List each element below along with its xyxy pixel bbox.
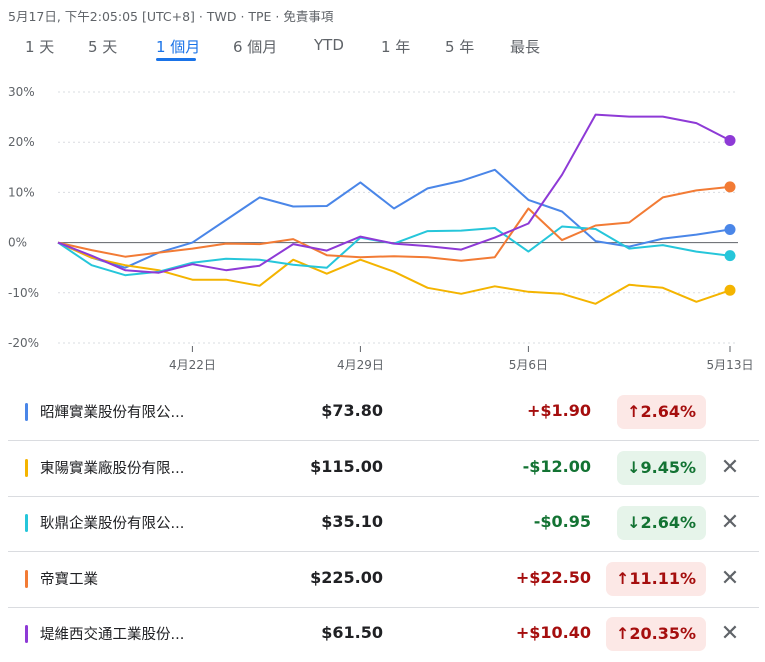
y-tick-label: 10%: [8, 185, 35, 199]
stock-change: -$12.00: [522, 456, 591, 476]
stock-change: +$22.50: [515, 567, 591, 587]
x-tick-label: 4月29日: [337, 358, 384, 372]
active-tab-underline: [156, 58, 196, 61]
series-endpoint-1: [724, 224, 736, 236]
tab-1-day[interactable]: 1 天: [25, 38, 55, 56]
x-tick-label: 5月13日: [707, 358, 754, 372]
stock-name: 帝寶工業: [40, 571, 98, 588]
remove-comparison-button[interactable]: ✕: [720, 510, 740, 535]
series-color-bar: [25, 458, 28, 477]
stock-change: +$10.40: [515, 623, 591, 642]
stock-row[interactable]: 耿鼎企業股份有限公... $35.10 -$0.95 ↓2.64% ✕: [8, 496, 759, 552]
tab-1-month[interactable]: 1 個月: [156, 38, 201, 56]
stock-name: 堤維西交通工業股份...: [40, 627, 185, 643]
stock-change: +$1.90: [526, 401, 591, 420]
x-tick-label: 4月22日: [169, 358, 216, 372]
remove-comparison-button[interactable]: ✕: [720, 565, 740, 591]
stock-name: 昭輝實業股份有限公...: [40, 405, 185, 421]
x-tick-label: 5月6日: [509, 358, 548, 372]
stock-row[interactable]: 帝寶工業 $225.00 +$22.50 ↑11.11% ✕: [8, 552, 759, 608]
stock-percent-badge: ↓9.45%: [617, 450, 706, 485]
stock-percent-badge: ↑2.64%: [617, 395, 706, 429]
tab-5-day[interactable]: 5 天: [88, 38, 118, 56]
stock-price: $61.50: [321, 623, 383, 642]
stock-row[interactable]: 堤維西交通工業股份... $61.50 +$10.40 ↑20.35% ✕: [8, 607, 759, 662]
y-tick-label: 20%: [8, 135, 35, 149]
series-color-bar: [25, 569, 28, 588]
remove-comparison-button[interactable]: ✕: [720, 621, 740, 646]
tab-6-month[interactable]: 6 個月: [233, 38, 278, 56]
comparison-line-chart[interactable]: 30% 20% 10% 0% -10% -20% 4月22日 4月29日 5月6日 5月13日: [0, 80, 765, 380]
tab-5-year[interactable]: 5 年: [445, 38, 475, 56]
remove-comparison-button[interactable]: ✕: [720, 454, 740, 480]
series-line-4: [57, 185, 731, 262]
tab-ytd[interactable]: YTD: [314, 36, 344, 54]
tab-1-year[interactable]: 1 年: [381, 38, 411, 56]
y-tick-label: 30%: [8, 85, 35, 99]
stock-percent-badge: ↑11.11%: [605, 561, 706, 596]
series-line-5: [57, 113, 731, 274]
series-endpoint-5: [724, 134, 736, 146]
series-color-bar: [25, 514, 28, 532]
series-endpoint-4: [724, 181, 736, 193]
series-line-1: [57, 168, 731, 269]
series-endpoint-3: [724, 250, 736, 262]
series-line-3: [57, 225, 731, 277]
stock-change: -$0.95: [533, 512, 591, 531]
stock-name: 東陽實業廠股份有限...: [40, 460, 185, 477]
series-color-bar: [25, 625, 28, 643]
stock-row[interactable]: 昭輝實業股份有限公... $73.80 +$1.90 ↑2.64%: [8, 385, 759, 441]
series-line-2: [57, 241, 731, 305]
stock-row[interactable]: 東陽實業廠股份有限... $115.00 -$12.00 ↓9.45% ✕: [8, 441, 759, 497]
stock-price: $35.10: [321, 512, 383, 531]
stock-name: 耿鼎企業股份有限公...: [40, 516, 185, 532]
y-tick-label: 0%: [8, 236, 27, 250]
tab-max[interactable]: 最長: [510, 38, 541, 56]
series-endpoint-2: [724, 284, 736, 296]
header-info: 5月17日, 下午2:05:05 [UTC+8] · TWD · TPE · 免…: [8, 9, 334, 24]
stock-price: $225.00: [310, 567, 383, 587]
series-color-bar: [25, 403, 28, 421]
stock-percent-badge: ↑20.35%: [605, 617, 706, 651]
y-tick-label: -10%: [8, 286, 39, 300]
y-tick-label: -20%: [8, 336, 39, 350]
stock-price: $73.80: [321, 401, 383, 420]
stock-percent-badge: ↓2.64%: [617, 506, 706, 540]
stock-price: $115.00: [310, 456, 383, 476]
